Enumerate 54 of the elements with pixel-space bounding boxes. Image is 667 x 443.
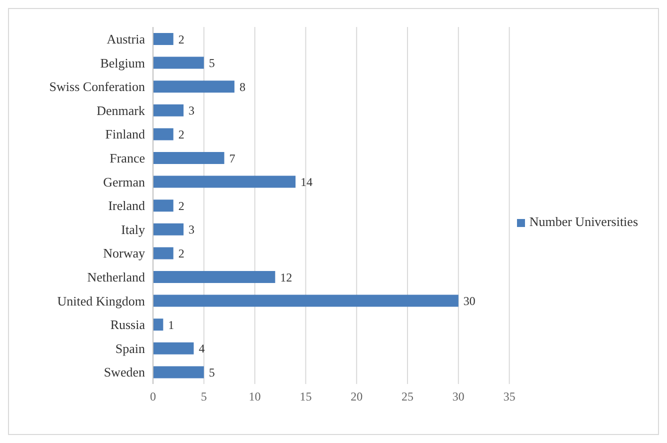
- y-tick-label: Austria: [106, 32, 146, 47]
- y-tick-label: United Kingdom: [57, 293, 145, 308]
- legend-label: Number Universities: [529, 214, 638, 228]
- data-label: 8: [239, 80, 246, 94]
- data-label: 12: [280, 270, 292, 284]
- data-label: 14: [300, 175, 313, 190]
- data-label: 1: [168, 318, 174, 332]
- data-label: 2: [178, 198, 184, 213]
- y-tick-label: Denmark: [96, 102, 146, 118]
- bar: [153, 176, 296, 188]
- bar: [153, 128, 174, 140]
- data-label: 2: [178, 127, 184, 142]
- bar: [153, 271, 276, 283]
- bar: [153, 200, 174, 212]
- y-tick-label: Russia: [110, 317, 146, 332]
- bar: [153, 152, 224, 164]
- y-tick-label: Finland: [105, 126, 146, 142]
- bar: [153, 366, 204, 378]
- y-tick-label: Netherland: [87, 270, 146, 285]
- y-tick-label: Sweden: [104, 364, 146, 380]
- x-tick-label: 25: [402, 390, 414, 404]
- bar: [153, 247, 174, 260]
- y-tick-label: Swiss Conferation: [49, 79, 146, 94]
- y-tick-label: Spain: [115, 340, 146, 356]
- data-label: 30: [463, 294, 476, 308]
- y-tick-label: Norway: [103, 246, 146, 261]
- y-tick-label: France: [110, 150, 146, 166]
- y-tick-label: German: [103, 174, 146, 190]
- bar: [153, 318, 164, 331]
- x-tick-label: 15: [300, 390, 312, 404]
- y-tick-label: Belgium: [100, 55, 145, 70]
- data-label: 7: [229, 151, 236, 166]
- data-label: 5: [208, 56, 215, 70]
- bar: [153, 342, 194, 354]
- data-label: 5: [208, 365, 215, 380]
- bar: [153, 80, 234, 93]
- bar: [153, 294, 458, 307]
- x-tick-label: 0: [150, 390, 156, 404]
- x-tick-label: 5: [200, 390, 207, 404]
- data-label: 3: [188, 104, 195, 118]
- data-label: 2: [178, 246, 184, 260]
- x-tick-label: 30: [452, 390, 464, 404]
- y-tick-label: Ireland: [108, 198, 146, 214]
- bar: [153, 223, 184, 236]
- data-label: 4: [198, 342, 205, 356]
- y-tick-label: Italy: [121, 222, 146, 237]
- x-tick-label: 35: [503, 390, 516, 404]
- bar: [153, 33, 174, 45]
- bar: [153, 56, 204, 69]
- data-label: 3: [188, 222, 195, 237]
- data-label: 2: [178, 32, 184, 46]
- x-tick-label: 20: [350, 390, 363, 404]
- bar: [153, 104, 184, 116]
- x-tick-label: 10: [248, 390, 261, 404]
